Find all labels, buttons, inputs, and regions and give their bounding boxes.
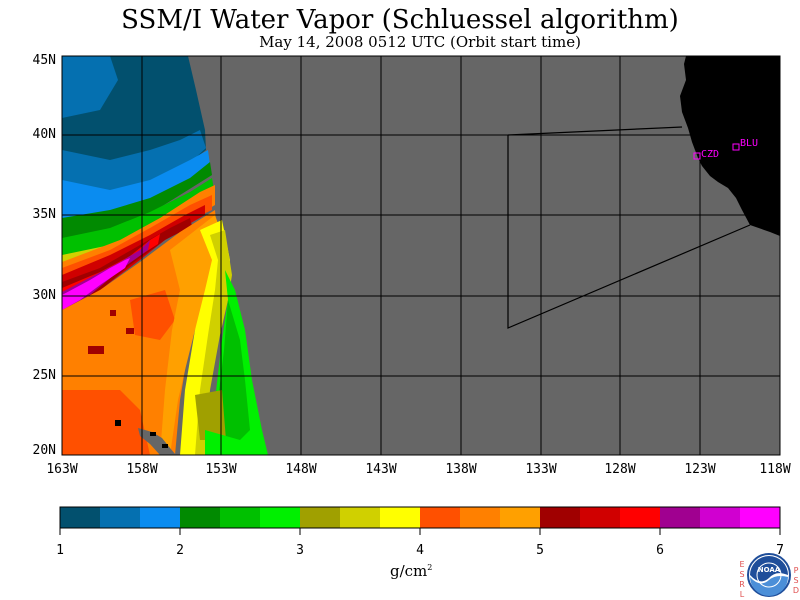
colorbar-tick-7: 7 — [776, 543, 784, 558]
lon-label-138w: 138W — [445, 462, 477, 477]
lon-label-148w: 148W — [285, 462, 317, 477]
lat-label-30n: 30N — [32, 288, 56, 303]
station-label-czd: CZD — [701, 149, 719, 160]
colorbar-tick-6: 6 — [656, 543, 664, 558]
water-vapor-swath — [62, 56, 268, 455]
lat-label-45n: 45N — [32, 53, 56, 68]
colorbar-swatch — [380, 507, 420, 528]
station-marker-blu — [732, 143, 740, 151]
colorbar-swatch — [300, 507, 340, 528]
lon-label-158w: 158W — [126, 462, 158, 477]
land-mass — [680, 56, 780, 236]
colorbar-swatch — [220, 507, 260, 528]
colorbar-swatch — [60, 507, 100, 528]
colorbar-tick-2: 2 — [176, 543, 184, 558]
colorbar-swatch — [340, 507, 380, 528]
map-subtitle: May 14, 2008 0512 UTC (Orbit start time) — [259, 33, 581, 51]
lon-label-163w: 163W — [46, 462, 78, 477]
analysis-region-outline — [507, 126, 751, 329]
lat-label-35n: 35N — [32, 207, 56, 222]
colorbar-swatch — [500, 507, 540, 528]
colorbar-swatch — [460, 507, 500, 528]
colorbar-swatch — [660, 507, 700, 528]
station-label-blu: BLU — [740, 138, 758, 149]
lon-label-153w: 153W — [205, 462, 237, 477]
lat-label-40n: 40N — [32, 127, 56, 142]
colorbar-swatch — [140, 507, 180, 528]
lon-label-143w: 143W — [365, 462, 397, 477]
map-title: SSM/I Water Vapor (Schluessel algorithm) — [121, 5, 679, 35]
lon-label-123w: 123W — [684, 462, 716, 477]
colorbar-swatch — [580, 507, 620, 528]
colorbar-swatch — [740, 507, 780, 528]
noaa-logo — [747, 553, 791, 597]
lat-label-25n: 25N — [32, 368, 56, 383]
colorbar-swatch — [180, 507, 220, 528]
lat-label-20n: 20N — [32, 443, 56, 458]
colorbar-tick-3: 3 — [296, 543, 304, 558]
station-markers: CZD BLU — [693, 138, 758, 160]
colorbar-tick-4: 4 — [416, 543, 424, 558]
colorbar-tick-1: 1 — [56, 543, 64, 558]
lon-label-128w: 128W — [604, 462, 636, 477]
station-marker-czd — [693, 152, 701, 160]
lat-lon-grid — [62, 56, 780, 455]
colorbar-units: g/cm2 — [390, 562, 433, 580]
colorbar-swatch — [260, 507, 300, 528]
colorbar-swatch — [420, 507, 460, 528]
colorbar-tick-5: 5 — [536, 543, 544, 558]
colorbar-swatch — [540, 507, 580, 528]
map-frame — [61, 55, 781, 456]
lon-label-118w: 118W — [759, 462, 791, 477]
noaa-badge-text: NOAA — [757, 566, 781, 574]
colorbar — [59, 506, 781, 535]
lon-label-133w: 133W — [525, 462, 557, 477]
colorbar-swatch — [700, 507, 740, 528]
colorbar-swatch — [100, 507, 140, 528]
colorbar-swatch — [620, 507, 660, 528]
